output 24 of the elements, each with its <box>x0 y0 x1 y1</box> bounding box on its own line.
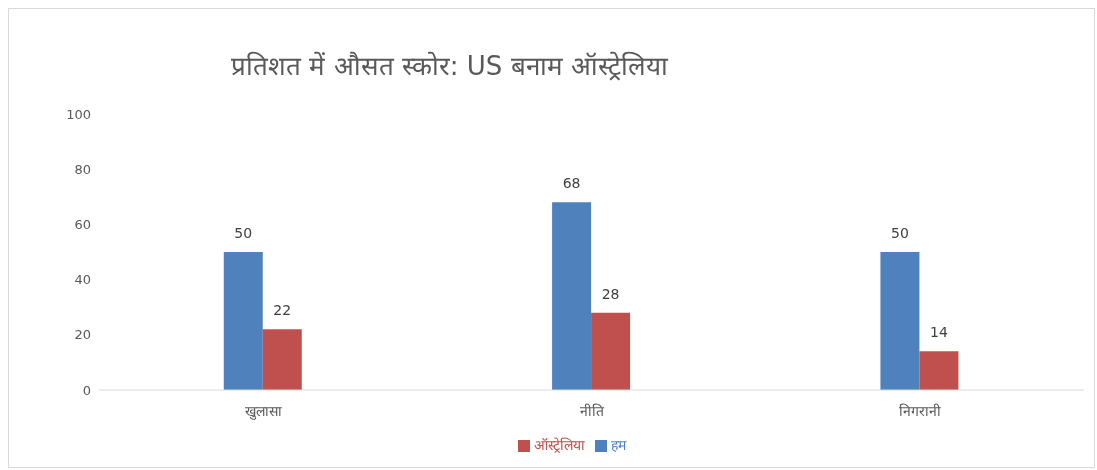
y-tick-label: 40 <box>74 272 91 288</box>
y-tick-label: 60 <box>74 217 91 233</box>
y-tick-label: 100 <box>66 106 91 122</box>
bar <box>919 351 959 390</box>
legend-label: हम <box>610 437 626 453</box>
bar <box>591 312 631 390</box>
y-tick-label: 0 <box>82 382 91 398</box>
y-tick-label: 80 <box>74 161 91 177</box>
data-label: 14 <box>930 324 948 341</box>
bar <box>880 252 920 390</box>
data-label: 28 <box>601 285 620 302</box>
data-label: 50 <box>234 225 253 241</box>
data-label: 50 <box>891 225 909 241</box>
bar <box>552 202 592 390</box>
data-label: 68 <box>562 175 581 192</box>
x-tick-label: निगरानी <box>898 402 941 419</box>
x-tick-label: खुलासा <box>244 402 282 420</box>
legend-label: ऑस्ट्रेलिया <box>533 437 585 453</box>
bar <box>262 329 302 390</box>
y-tick-label: 20 <box>74 327 91 343</box>
bar <box>223 252 263 390</box>
x-tick-label: नीति <box>579 402 605 419</box>
data-label: 22 <box>273 302 292 319</box>
chart-title: प्रतिशत में औसत स्कोर: US बनाम ऑस्ट्रेलिया <box>231 50 668 83</box>
